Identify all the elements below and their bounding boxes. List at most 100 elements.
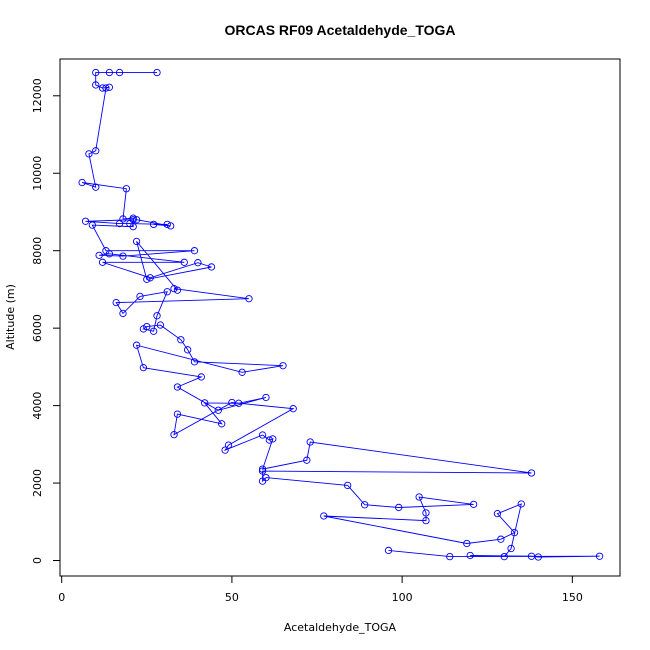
data-point [95, 251, 103, 259]
data-point [115, 219, 124, 228]
data-point [207, 263, 216, 271]
data-point [112, 298, 120, 307]
data-point [262, 393, 270, 402]
data-point [303, 456, 311, 464]
data-point [136, 292, 144, 301]
data-point [184, 346, 192, 354]
data-point [493, 510, 502, 518]
data-point [258, 431, 267, 439]
data-point [190, 247, 199, 255]
data-point [177, 336, 185, 344]
data-point [163, 288, 171, 296]
data-point [102, 84, 110, 92]
data-point [517, 500, 525, 508]
data-point [422, 516, 430, 525]
data-point [122, 185, 131, 193]
x-axis-label: Acetaldehyde_TOGA [284, 621, 397, 634]
data-point [194, 259, 202, 267]
data-point [238, 368, 246, 376]
data-point [156, 321, 165, 329]
data-point [105, 250, 114, 258]
y-tick-label: 6000 [31, 314, 44, 342]
data-point [81, 217, 90, 225]
x-tick-label: 150 [562, 591, 583, 604]
data-point [92, 68, 100, 77]
data-point [595, 552, 604, 560]
data-point [98, 84, 107, 92]
data-point [173, 383, 182, 391]
data-point [361, 501, 369, 509]
y-tick-label: 0 [31, 557, 44, 564]
data-point [132, 341, 141, 349]
y-tick-label: 4000 [31, 392, 44, 420]
data-point [289, 405, 297, 413]
series-line [81, 72, 600, 558]
data-point [245, 295, 253, 303]
data-point [170, 430, 178, 439]
data-point [129, 223, 137, 231]
y-tick-label: 10000 [31, 156, 44, 191]
data-point [265, 436, 274, 444]
data-point [190, 358, 199, 366]
data-point [269, 435, 277, 443]
data-point [119, 252, 127, 260]
data-point [163, 220, 171, 229]
data-point [258, 467, 267, 475]
data-point [105, 68, 114, 77]
data-point [92, 81, 100, 89]
y-axis-label: Altitude (m) [4, 284, 17, 350]
data-point [92, 183, 100, 191]
data-point [262, 473, 270, 482]
data-point [92, 147, 100, 155]
data-point [119, 215, 127, 223]
series-layer [78, 68, 604, 561]
data-point [320, 512, 328, 520]
data-point [469, 500, 478, 509]
data-point [166, 222, 175, 230]
data-point [221, 446, 229, 454]
data-point [224, 441, 233, 449]
data-point [258, 465, 267, 473]
data-point [235, 399, 243, 407]
data-point [132, 216, 141, 224]
data-point [534, 553, 542, 561]
data-point [153, 312, 161, 320]
data-point [119, 309, 127, 318]
data-point [415, 493, 423, 501]
data-point [143, 275, 151, 284]
data-point [510, 528, 519, 537]
y-tick-label: 2000 [31, 469, 44, 497]
data-point [218, 420, 226, 428]
data-point [105, 83, 114, 91]
y-tick-label: 8000 [31, 237, 44, 265]
x-tick-label: 50 [225, 591, 239, 604]
chart-title: ORCAS RF09 Acetaldehyde_TOGA [224, 22, 455, 38]
data-point [201, 399, 209, 407]
data-point [143, 322, 151, 331]
data-point [173, 286, 182, 294]
plot-frame [59, 58, 621, 577]
x-tick-label: 100 [392, 591, 413, 604]
data-point [279, 362, 287, 370]
data-point [146, 274, 154, 282]
data-point [527, 552, 536, 560]
data-point [463, 539, 471, 548]
data-point [500, 552, 508, 561]
data-point [228, 398, 236, 407]
data-point [384, 546, 393, 555]
y-axis: 0 2000 4000 6000 8000 10000 12000 [31, 78, 61, 564]
data-point [132, 237, 141, 246]
data-point [507, 544, 515, 553]
data-point [139, 364, 148, 372]
data-point [85, 150, 93, 158]
data-point [497, 535, 505, 543]
x-axis: 0 50 100 150 [58, 575, 583, 604]
data-point [466, 551, 474, 560]
data-point [153, 68, 161, 77]
x-tick-label: 0 [58, 591, 65, 604]
data-point [129, 216, 137, 224]
data-point [180, 258, 188, 266]
data-point [78, 178, 86, 187]
data-point [88, 221, 96, 229]
